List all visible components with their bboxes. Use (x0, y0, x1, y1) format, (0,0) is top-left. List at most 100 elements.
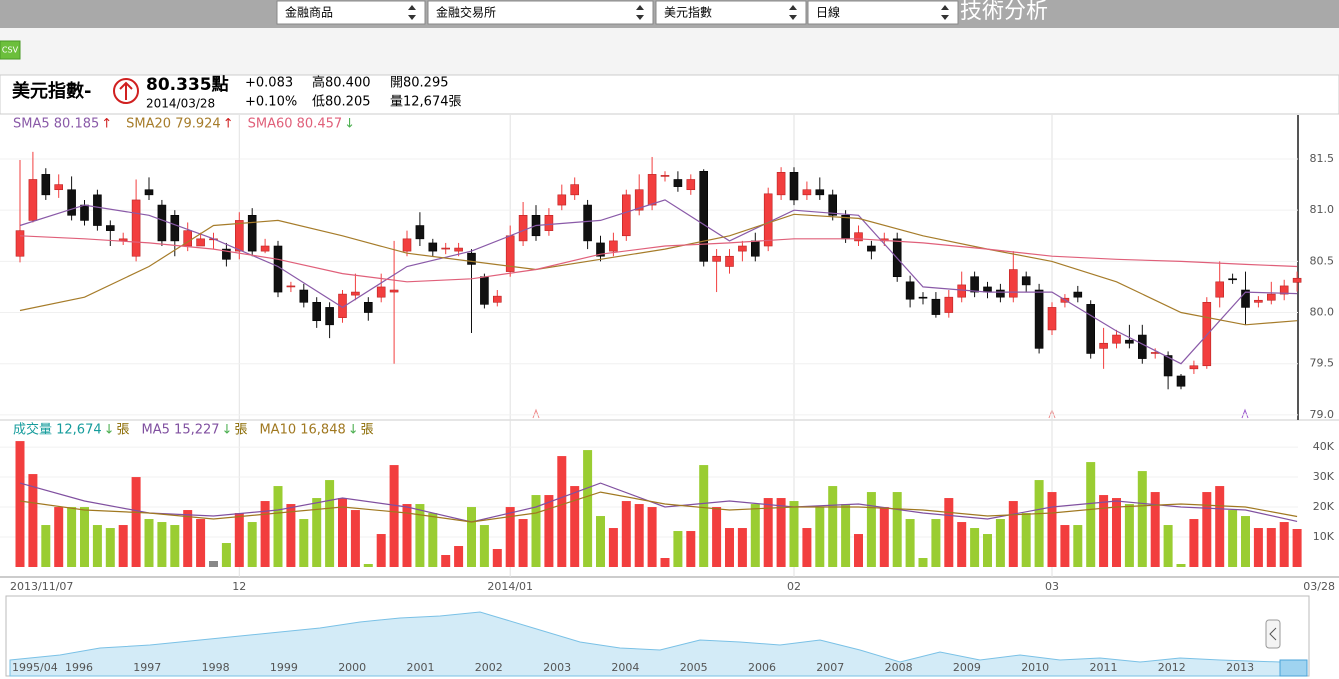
candle-body (518, 215, 528, 242)
csv-button[interactable] (0, 40, 21, 60)
x-tick-label: 03 (1045, 580, 1059, 593)
legend-label: SMA60 80.457 (248, 117, 343, 132)
volume-bar (144, 519, 154, 567)
navigator-label: 2006 (748, 661, 776, 674)
volume-bar (905, 519, 915, 567)
candle-body (93, 194, 102, 226)
volume-bar (1047, 492, 1057, 567)
low: 低80.205 (312, 95, 371, 110)
volume-bar (105, 528, 115, 567)
select-arrows[interactable] (789, 5, 797, 20)
candle-body (815, 189, 825, 196)
candle-body (583, 204, 592, 242)
select-box[interactable] (807, 0, 959, 25)
select-box[interactable] (276, 0, 426, 25)
volume-bar (234, 513, 244, 567)
volume-bar (660, 558, 670, 567)
price: 80.335點 (146, 74, 229, 95)
candle-body (634, 189, 644, 211)
sma-line (19, 199, 1298, 365)
volume-bar (983, 534, 992, 567)
volume-bar (286, 504, 296, 567)
select-box[interactable] (655, 0, 807, 25)
volume-bar (1253, 528, 1263, 567)
volume-bar (944, 498, 954, 567)
select-label[interactable]: 美元指數 (664, 5, 712, 20)
candle-body (621, 194, 631, 237)
volume-bar (1163, 525, 1173, 567)
navigator-label: 1998 (202, 661, 230, 674)
candle-body (789, 172, 799, 201)
volume-bar (80, 507, 89, 567)
y-tick-label: 10K (1313, 530, 1335, 543)
select-label[interactable]: 金融交易所 (436, 5, 496, 20)
toolbar-title: 技術分析 (960, 0, 1048, 24)
candle-body (763, 193, 773, 247)
legend-label: MA5 15,227 (142, 423, 220, 438)
candle-body (1112, 334, 1121, 344)
legend-label: SMA20 79.924 (126, 117, 221, 132)
candle-body (351, 291, 360, 296)
y-tick-label: 20K (1313, 500, 1335, 513)
candle-body (738, 245, 747, 252)
select-label[interactable]: 日線 (816, 5, 840, 20)
candle-body (699, 170, 709, 262)
volume-bar (41, 525, 51, 567)
candle-body (28, 179, 38, 221)
legend-unit: 張 (234, 423, 247, 438)
sma-line (19, 213, 1298, 326)
volume-bar (1266, 528, 1276, 567)
candle-body (1047, 307, 1057, 331)
volume-bar (570, 486, 580, 567)
candle-body (970, 276, 979, 293)
volume-bar (1086, 462, 1096, 567)
volume-bar (531, 495, 541, 567)
y-tick-label: 80.5 (1310, 254, 1335, 267)
select-box[interactable] (427, 0, 654, 25)
volume-bar (428, 513, 438, 567)
candle-body (931, 298, 941, 315)
legend-trend: ↓ (104, 423, 115, 438)
y-tick-label: 81.0 (1310, 203, 1335, 216)
volume-bar (686, 531, 696, 567)
candle-body (286, 285, 296, 288)
y-tick-label: 40K (1313, 440, 1335, 453)
navigator-label: 2010 (1021, 661, 1049, 674)
volume-bar (273, 486, 283, 567)
volume-bar (325, 480, 335, 567)
candle-body (131, 199, 141, 257)
select-arrows[interactable] (941, 5, 949, 20)
candle-body (570, 184, 580, 196)
candle-body (957, 284, 967, 298)
volume-bar (815, 507, 825, 567)
volume-bar (1150, 492, 1160, 567)
navigator-label: 1996 (65, 661, 93, 674)
select-arrows[interactable] (636, 5, 644, 20)
select-label[interactable]: 金融商品 (285, 5, 333, 20)
select-arrows[interactable] (408, 5, 416, 20)
volume-bar (892, 492, 902, 567)
info-header (0, 74, 1339, 115)
volume-bar (402, 504, 412, 567)
volume-bar (583, 450, 593, 567)
candle-body (828, 194, 838, 216)
volume-bar (67, 507, 77, 567)
navigator-label: 2003 (543, 661, 571, 674)
navigator-selection[interactable] (1279, 659, 1308, 677)
volume-bar (54, 507, 64, 567)
x-tick-label: 2013/11/07 (10, 580, 73, 593)
csv-label[interactable]: CSV (2, 46, 19, 55)
volume-bar (350, 510, 360, 567)
navigator-label: 2013 (1226, 661, 1254, 674)
volume-bar (557, 456, 567, 567)
legend-unit: 張 (117, 423, 130, 438)
candle-body (1163, 355, 1173, 377)
navigator-handle[interactable] (1265, 619, 1281, 649)
volume-bar (725, 528, 734, 567)
volume-bar (312, 498, 322, 567)
candle-body (454, 247, 463, 252)
volume-bar (183, 510, 193, 567)
legend-label: SMA5 80.185 (13, 117, 99, 132)
date: 2014/03/28 (146, 97, 215, 111)
